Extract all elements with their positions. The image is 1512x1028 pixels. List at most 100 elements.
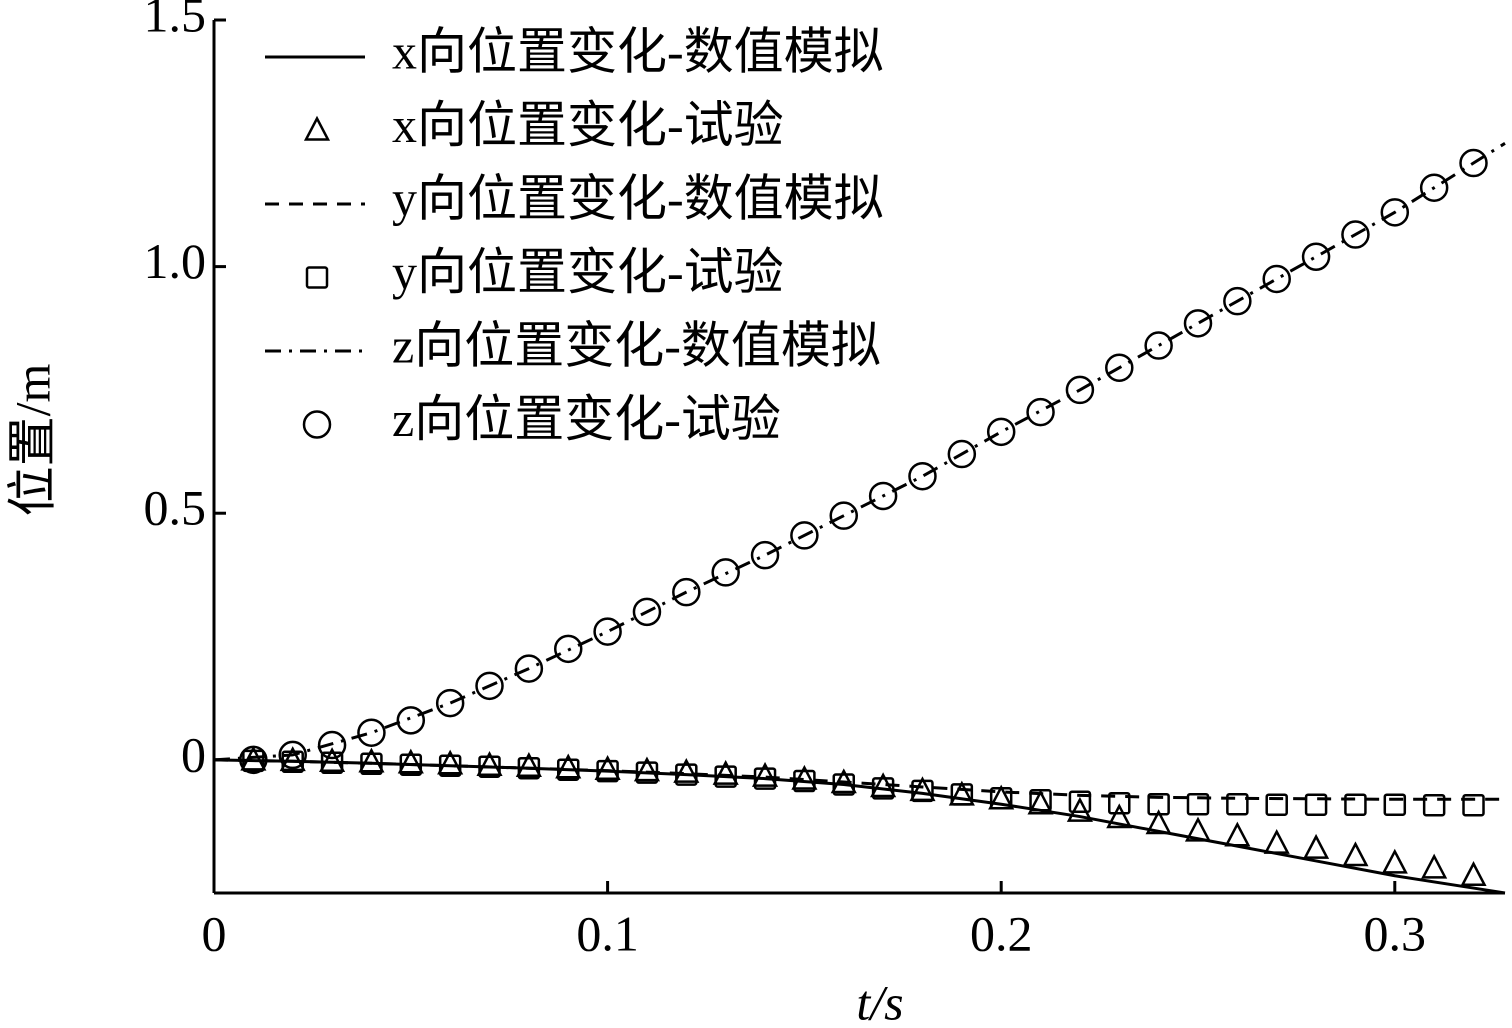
marker <box>1462 793 1485 817</box>
x-axis-label: t/s <box>856 974 903 1028</box>
marker <box>1262 264 1291 294</box>
marker <box>1265 793 1288 816</box>
marker <box>1029 789 1052 812</box>
marker <box>1106 803 1133 829</box>
marker <box>832 773 856 796</box>
marker <box>239 745 268 775</box>
legend-label: x向位置变化-数值模拟 <box>392 23 884 79</box>
x-tick-label: 0.2 <box>970 905 1033 961</box>
marker <box>1144 331 1173 360</box>
marker <box>360 752 383 776</box>
marker <box>1303 833 1330 859</box>
marker <box>556 758 580 781</box>
marker <box>712 759 739 785</box>
marker <box>279 746 306 772</box>
marker <box>476 751 503 776</box>
marker <box>1419 173 1449 202</box>
marker <box>1184 816 1212 842</box>
marker <box>593 617 622 646</box>
marker <box>399 753 423 777</box>
marker <box>475 671 504 701</box>
x-tick-label: 0.3 <box>1364 905 1427 961</box>
marker <box>632 597 662 627</box>
marker <box>594 755 621 780</box>
marker <box>514 654 544 683</box>
marker <box>1186 792 1210 816</box>
marker <box>1226 792 1249 816</box>
marker <box>437 749 464 775</box>
marker <box>1341 220 1370 249</box>
marker <box>675 763 698 786</box>
legend-label: z向位置变化-试验 <box>392 391 781 447</box>
line-series <box>213 142 1506 762</box>
marker <box>435 688 465 718</box>
marker <box>596 759 619 783</box>
marker <box>1381 848 1408 874</box>
marker <box>1108 791 1131 815</box>
marker <box>396 706 426 735</box>
marker <box>635 761 659 784</box>
marker <box>478 755 501 778</box>
marker <box>305 266 329 289</box>
marker <box>302 410 332 439</box>
marker <box>1224 821 1251 847</box>
marker <box>986 417 1016 447</box>
marker <box>672 577 701 607</box>
y-axis-label: 位置/m <box>4 364 60 517</box>
marker <box>438 754 462 777</box>
marker <box>1380 198 1410 227</box>
marker <box>303 115 331 141</box>
marker <box>242 749 265 773</box>
marker <box>1145 809 1172 835</box>
marker <box>1342 841 1369 867</box>
marker <box>751 761 779 787</box>
marker <box>633 756 661 782</box>
marker <box>750 540 780 570</box>
marker <box>320 751 344 775</box>
marker <box>278 740 307 770</box>
y-tick-label: 0 <box>181 726 206 782</box>
marker <box>1459 148 1488 178</box>
marker <box>989 787 1013 810</box>
marker <box>673 757 700 783</box>
marker <box>553 634 583 664</box>
marker <box>1027 789 1054 815</box>
legend-label: z向位置变化-数值模拟 <box>392 317 881 373</box>
marker <box>517 756 541 780</box>
marker <box>1263 828 1290 854</box>
marker <box>1383 793 1407 816</box>
marker <box>1026 397 1055 427</box>
marker <box>1068 790 1092 814</box>
y-tick-label: 1.0 <box>144 233 207 289</box>
y-tick-label: 1.5 <box>144 0 207 42</box>
marker <box>1304 793 1328 816</box>
marker <box>1344 793 1367 816</box>
y-tick-label: 0.5 <box>144 480 207 536</box>
marker <box>908 461 937 491</box>
marker <box>1105 353 1134 382</box>
marker <box>753 767 777 790</box>
marker <box>1422 793 1446 817</box>
marker <box>711 558 740 587</box>
x-tick-label: 0 <box>202 905 227 961</box>
marker <box>829 501 859 530</box>
marker <box>515 752 542 777</box>
x-tick-label: 0.1 <box>576 905 639 961</box>
marker <box>1223 286 1252 316</box>
marker <box>1183 309 1213 338</box>
marker <box>950 783 974 806</box>
marker <box>1421 853 1448 879</box>
marker <box>240 745 267 771</box>
marker <box>793 769 816 793</box>
marker <box>1066 796 1093 822</box>
legend-label: x向位置变化-试验 <box>392 97 784 153</box>
marker <box>317 730 347 760</box>
marker <box>714 765 737 788</box>
line-series <box>213 758 1506 895</box>
marker <box>1147 792 1170 816</box>
marker <box>1065 375 1095 405</box>
marker <box>358 747 385 773</box>
marker <box>868 481 898 511</box>
marker <box>1460 861 1487 886</box>
